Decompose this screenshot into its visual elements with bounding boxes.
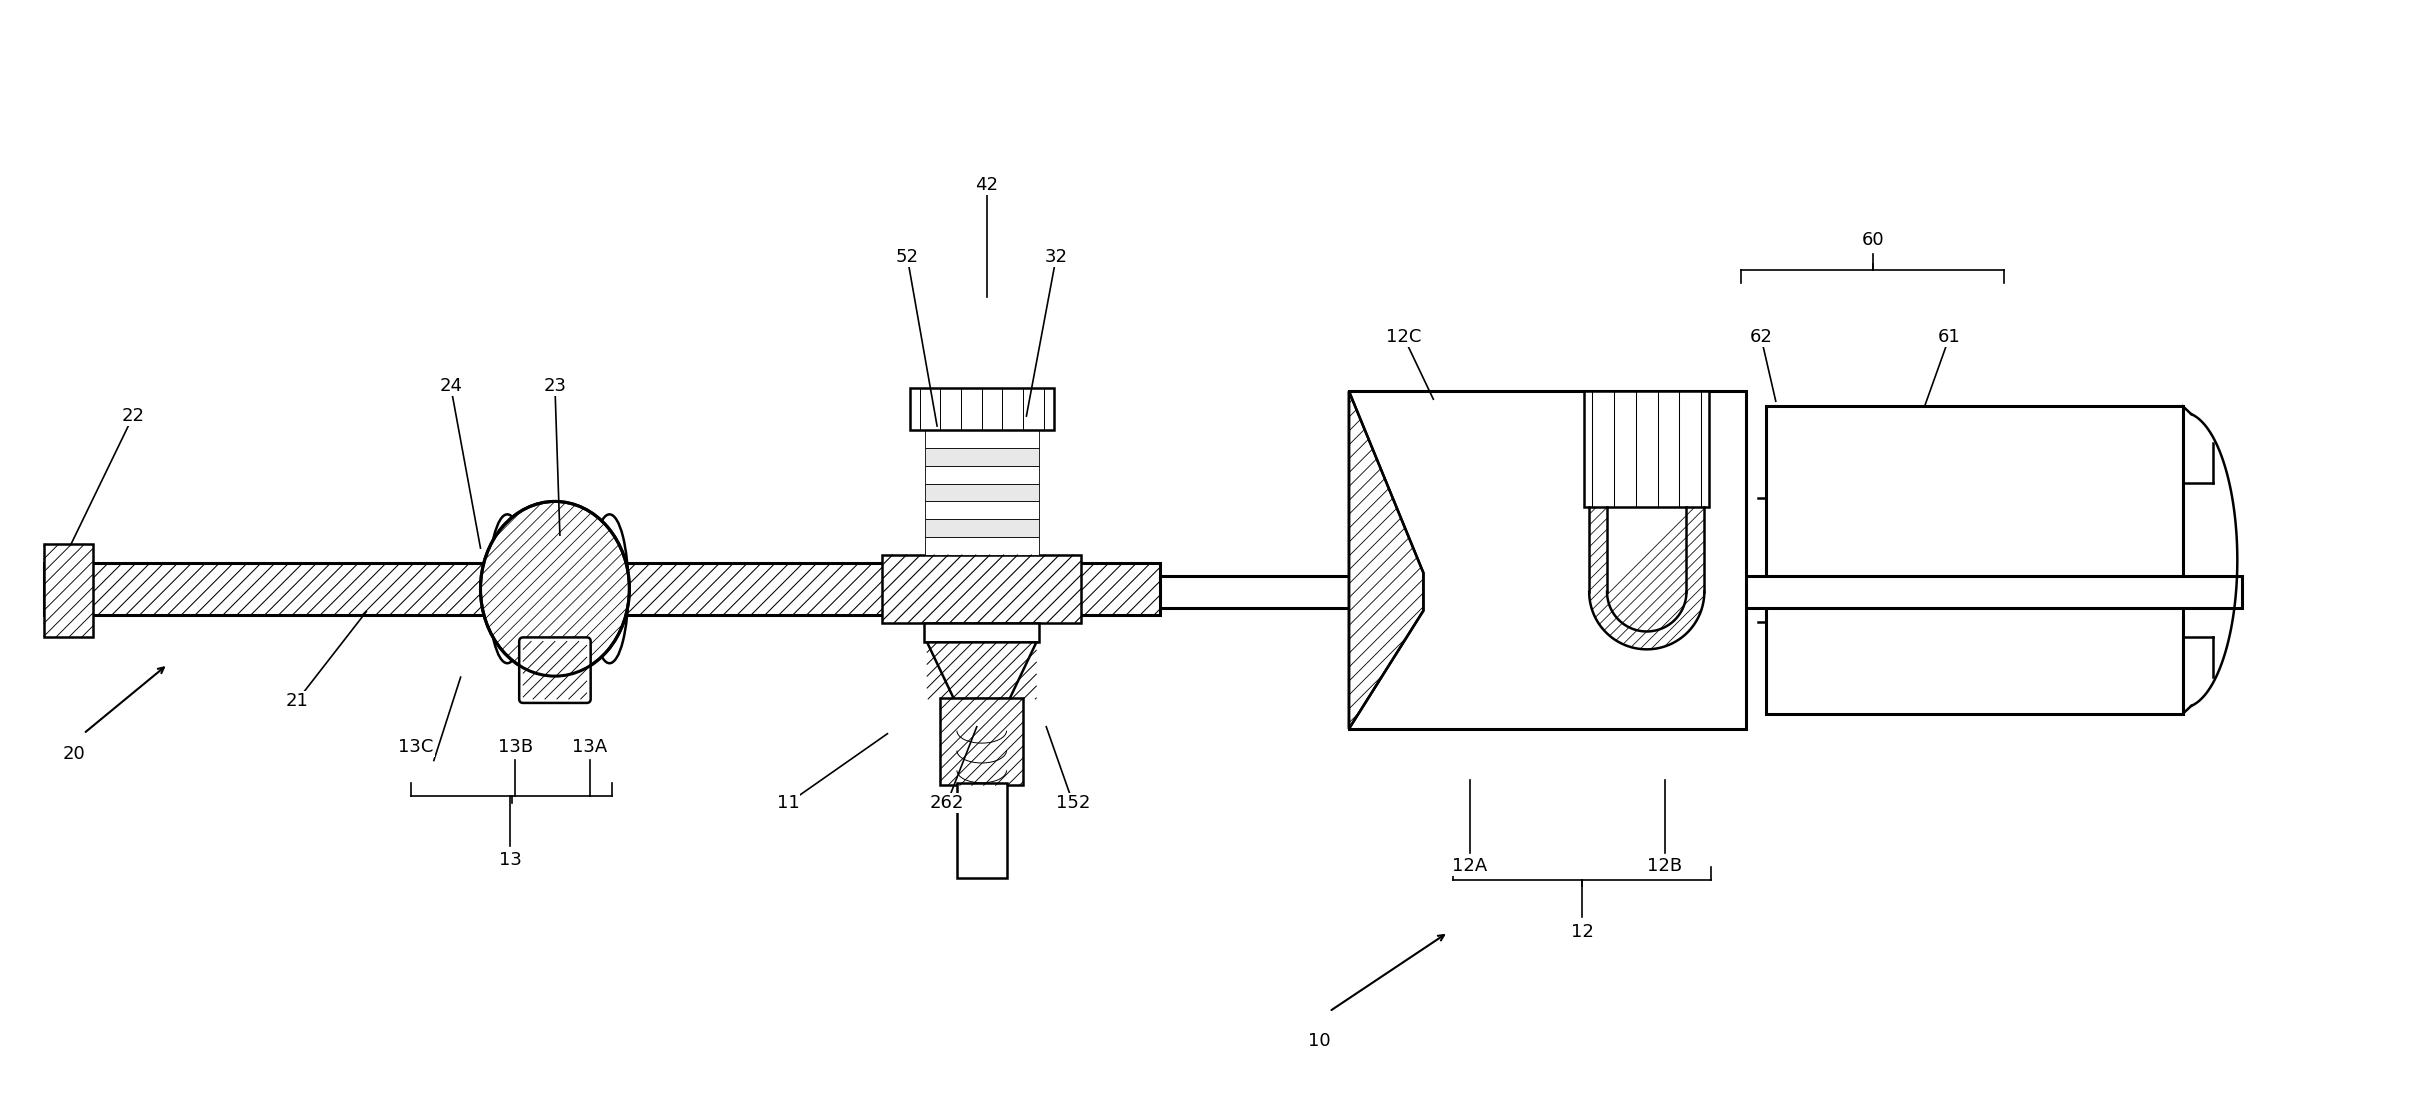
Bar xyxy=(924,466,1038,484)
Bar xyxy=(924,430,1038,448)
Text: 62: 62 xyxy=(1748,328,1773,346)
Text: 13: 13 xyxy=(500,851,521,869)
Text: 23: 23 xyxy=(543,377,567,395)
Text: 262: 262 xyxy=(929,794,965,812)
Bar xyxy=(1348,391,1746,729)
Ellipse shape xyxy=(480,502,630,676)
Ellipse shape xyxy=(592,514,628,663)
Text: 52: 52 xyxy=(895,249,919,267)
Text: 32: 32 xyxy=(1045,249,1067,267)
Polygon shape xyxy=(1348,391,1423,729)
Text: 21: 21 xyxy=(286,692,308,710)
Text: 152: 152 xyxy=(1055,794,1091,812)
Bar xyxy=(958,783,1006,878)
Text: 12C: 12C xyxy=(1385,328,1421,346)
Text: 12: 12 xyxy=(1571,923,1593,941)
Bar xyxy=(924,520,1038,538)
Text: 20: 20 xyxy=(63,745,85,763)
Text: 60: 60 xyxy=(1862,232,1884,250)
Text: 11: 11 xyxy=(776,794,800,812)
Bar xyxy=(1584,391,1710,507)
Bar xyxy=(924,502,1038,520)
Bar xyxy=(924,484,1038,502)
Bar xyxy=(44,563,1162,615)
Text: 12A: 12A xyxy=(1453,857,1487,875)
Text: 61: 61 xyxy=(1938,328,1962,346)
Bar xyxy=(924,448,1038,466)
Text: 13C: 13C xyxy=(398,738,434,756)
Bar xyxy=(1101,576,2243,608)
Bar xyxy=(924,623,1040,643)
Text: 13B: 13B xyxy=(497,738,534,756)
Bar xyxy=(44,544,95,637)
Text: 12B: 12B xyxy=(1647,857,1683,875)
Text: 24: 24 xyxy=(439,377,463,395)
Polygon shape xyxy=(926,643,1035,699)
Bar xyxy=(924,538,1038,556)
Bar xyxy=(1765,407,2182,713)
Text: 42: 42 xyxy=(975,176,999,194)
FancyBboxPatch shape xyxy=(519,637,592,703)
Text: 10: 10 xyxy=(1307,1033,1331,1051)
Bar xyxy=(909,389,1055,430)
Text: 22: 22 xyxy=(121,407,146,426)
Text: 13A: 13A xyxy=(572,738,606,756)
Ellipse shape xyxy=(487,514,526,663)
Bar xyxy=(883,556,1082,623)
Bar xyxy=(941,698,1023,785)
